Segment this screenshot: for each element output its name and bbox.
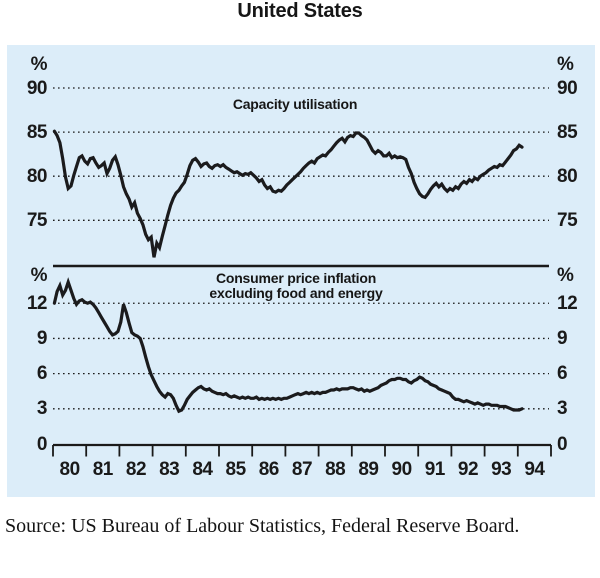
x-tick-label: 85 (225, 459, 247, 480)
y-tick-label-right: 3 (557, 398, 568, 420)
y-tick-label-right: 6 (557, 363, 568, 385)
y-tick-label-left: 3 (36, 398, 48, 420)
x-tick-label: 80 (59, 459, 81, 480)
plot-background (7, 45, 595, 497)
x-tick-label: 93 (491, 459, 512, 480)
series-label-line-1: Consumer price inflation (215, 270, 377, 286)
y-tick-label-right: 85 (557, 121, 578, 143)
source-note: Source: US Bureau of Labour Statistics, … (5, 515, 520, 537)
x-tick-label: 94 (524, 459, 545, 480)
y-tick-label-left: 80 (26, 165, 48, 187)
x-tick-label: 88 (325, 459, 346, 480)
series-capacity-utilisation (52, 129, 524, 258)
x-tick-label: 92 (457, 459, 479, 480)
series-label-line-2: excluding food and energy (209, 284, 383, 301)
y-tick-label-left: 6 (36, 363, 48, 385)
y-tick-label-left: 12 (26, 292, 48, 314)
y-tick-label-zero-right: 0 (557, 433, 568, 455)
y-tick-label-left: 75 (26, 209, 48, 231)
x-tick-label: 81 (92, 459, 114, 480)
chart-title: United States (237, 0, 363, 22)
series-core-inflation (52, 277, 524, 414)
unit-label-bottom-left: % (30, 265, 48, 286)
x-tick-label: 90 (391, 459, 413, 480)
y-tick-label-left: 9 (36, 327, 48, 349)
y-tick-label-left: 90 (26, 77, 48, 99)
y-tick-label-right: 80 (557, 165, 578, 187)
series-label-capacity-utilisation: Capacity utilisation (232, 96, 358, 112)
series-label-consumer-price-inflation: Consumer price inflation excluding food … (146, 271, 446, 300)
y-tick-label-right: 75 (557, 209, 578, 231)
unit-label-top-right: % (557, 54, 574, 75)
y-tick-label-zero-left: 0 (36, 433, 48, 455)
x-tick-label: 91 (424, 459, 446, 480)
y-tick-label-left: 85 (26, 121, 48, 143)
unit-label-bottom-right: % (557, 265, 574, 286)
x-tick-label: 82 (125, 459, 147, 480)
x-tick-label: 83 (159, 459, 180, 480)
x-tick-label: 89 (358, 459, 379, 480)
y-tick-label-right: 9 (557, 327, 568, 349)
x-tick-label: 87 (291, 459, 313, 480)
x-tick-label: 84 (192, 459, 213, 480)
x-tick-label: 86 (258, 459, 280, 480)
unit-label-top-left: % (30, 54, 48, 75)
y-tick-label-right: 90 (557, 77, 578, 99)
y-tick-label-right: 12 (557, 292, 578, 314)
